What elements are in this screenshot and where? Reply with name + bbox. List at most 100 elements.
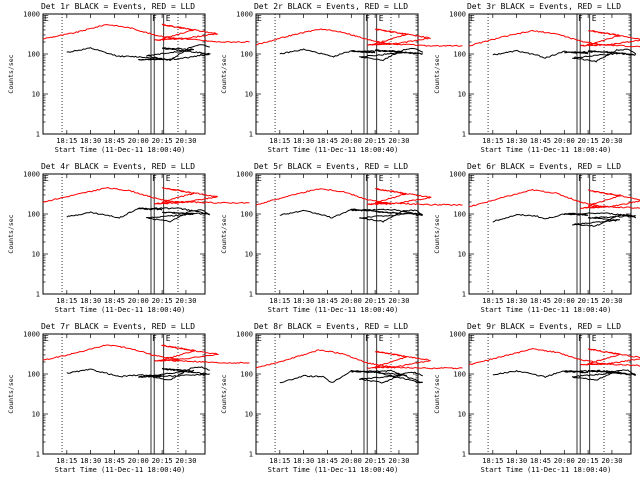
y-tick-label: 1000: [449, 331, 466, 339]
x-axis-label: Start Time (11-Dec-11 18:00:40): [481, 306, 612, 314]
y-tick-label: 10: [458, 91, 466, 99]
x-tick-label: 20:00: [341, 137, 362, 145]
lld-curve: [42, 23, 250, 44]
x-axis-label: Start Time (11-Dec-11 18:00:40): [55, 306, 186, 314]
events-curve: [492, 48, 637, 63]
axes-frame: [468, 173, 632, 295]
lld-curve: [255, 28, 463, 47]
y-tick-label: 1000: [23, 331, 40, 339]
flag-label: F: [365, 174, 370, 183]
panel-title: Det 8r BLACK = Events, RED = LLD: [254, 322, 408, 331]
x-tick-label: 20:15: [578, 297, 599, 305]
x-axis-label: Start Time (11-Dec-11 18:00:40): [55, 466, 186, 474]
x-tick-label: 20:00: [341, 297, 362, 305]
y-tick-label: 1000: [449, 11, 466, 19]
x-axis-label: Start Time (11-Dec-11 18:00:40): [268, 146, 399, 154]
y-axis-label: Counts/sec: [433, 54, 441, 93]
x-tick-label: 18:15: [482, 457, 503, 465]
events-curve: [279, 48, 424, 62]
x-axis-label: Start Time (11-Dec-11 18:00:40): [481, 466, 612, 474]
flag-label: E: [44, 174, 49, 183]
x-tick-label: 18:15: [56, 297, 77, 305]
x-tick-label: 18:30: [80, 137, 101, 145]
panel-det-9: Det 9r BLACK = Events, RED = LLD 1 10 100 10…: [433, 322, 640, 474]
y-tick-label: 1000: [23, 11, 40, 19]
panel-det-8: Det 8r BLACK = Events, RED = LLD 1 10 100 10…: [220, 322, 463, 474]
flag-label: E: [592, 174, 597, 183]
events-curve: [279, 369, 423, 384]
y-tick-label: 100: [453, 371, 466, 379]
x-axis-label: Start Time (11-Dec-11 18:00:40): [481, 146, 612, 154]
x-tick-label: 18:15: [482, 137, 503, 145]
axes-frame: [468, 333, 632, 455]
flag-label: F: [578, 334, 583, 343]
x-tick-label: 20:15: [152, 457, 173, 465]
axes-frame: [42, 173, 206, 295]
flag-label: E: [44, 334, 49, 343]
events-curve: [279, 208, 424, 223]
x-tick-label: 18:45: [104, 137, 125, 145]
y-tick-label: 1000: [236, 331, 253, 339]
flag-label: F: [152, 174, 157, 183]
y-axis-label: Counts/sec: [220, 374, 228, 413]
panel-title: Det 5r BLACK = Events, RED = LLD: [254, 162, 408, 171]
y-axis-label: Counts/sec: [433, 374, 441, 413]
y-tick-label: 1: [249, 131, 253, 139]
x-tick-label: 20:15: [578, 137, 599, 145]
flag-label: E: [257, 174, 262, 183]
panel-det-4: Det 4r BLACK = Events, RED = LLD 1 10 100 10…: [7, 162, 250, 314]
y-tick-label: 1: [36, 131, 40, 139]
flag-label: E: [470, 334, 475, 343]
y-axis-label: Counts/sec: [433, 214, 441, 253]
y-tick-label: 1: [249, 451, 253, 459]
y-tick-label: 1: [36, 291, 40, 299]
x-tick-label: 20:00: [341, 457, 362, 465]
y-tick-label: 10: [245, 411, 253, 419]
events-curve: [66, 44, 211, 62]
x-tick-label: 18:30: [293, 297, 314, 305]
axes-frame: [255, 13, 419, 135]
x-tick-label: 20:30: [175, 297, 196, 305]
x-tick-label: 18:15: [269, 457, 290, 465]
x-tick-label: 20:00: [128, 297, 149, 305]
panel-det-1: Det 1r BLACK = Events, RED = LLD 1 10 100 10…: [7, 2, 250, 154]
y-tick-label: 1: [462, 131, 466, 139]
x-tick-label: 18:45: [104, 297, 125, 305]
x-tick-label: 20:30: [175, 137, 196, 145]
y-tick-label: 10: [245, 251, 253, 259]
lld-curve: [42, 344, 250, 364]
y-tick-label: 1: [462, 451, 466, 459]
y-tick-label: 1000: [236, 11, 253, 19]
y-axis-label: Counts/sec: [220, 214, 228, 253]
flag-label: F: [578, 14, 583, 23]
x-tick-label: 20:30: [388, 457, 409, 465]
flag-label: E: [592, 14, 597, 23]
axes-frame: [255, 173, 419, 295]
panel-det-6: Det 6r BLACK = Events, RED = LLD 1 10 100 10…: [433, 162, 640, 314]
y-axis-label: Counts/sec: [7, 374, 15, 413]
panel-det-3: Det 3r BLACK = Events, RED = LLD 1 10 100 10…: [433, 2, 640, 154]
y-tick-label: 100: [453, 51, 466, 59]
panel-title: Det 7r BLACK = Events, RED = LLD: [41, 322, 195, 331]
x-tick-label: 18:30: [293, 457, 314, 465]
events-curve: [66, 366, 210, 381]
flag-label: F: [152, 334, 157, 343]
x-tick-label: 20:00: [128, 457, 149, 465]
flag-label: E: [470, 14, 475, 23]
y-tick-label: 1: [36, 451, 40, 459]
y-tick-label: 100: [27, 211, 40, 219]
x-tick-label: 18:45: [530, 297, 551, 305]
x-axis-label: Start Time (11-Dec-11 18:00:40): [268, 306, 399, 314]
x-tick-label: 18:30: [506, 137, 527, 145]
y-tick-label: 1000: [449, 171, 466, 179]
flag-label: E: [257, 14, 262, 23]
flag-label: F: [365, 14, 370, 23]
x-tick-label: 18:45: [530, 457, 551, 465]
axes-frame: [42, 333, 206, 455]
x-tick-label: 20:30: [601, 457, 622, 465]
y-axis-label: Counts/sec: [220, 54, 228, 93]
y-tick-label: 1000: [23, 171, 40, 179]
x-tick-label: 20:30: [175, 457, 196, 465]
x-tick-label: 20:00: [554, 457, 575, 465]
